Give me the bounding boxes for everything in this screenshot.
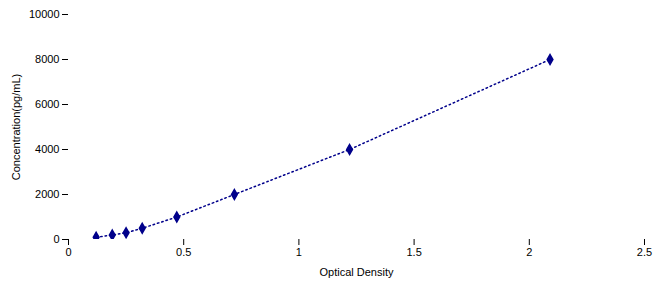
svg-text:Optical Density: Optical Density	[320, 266, 394, 278]
svg-text:8000: 8000	[35, 53, 59, 65]
svg-text:0: 0	[65, 246, 71, 258]
svg-text:2000: 2000	[35, 188, 59, 200]
svg-text:6000: 6000	[35, 98, 59, 110]
svg-text:2: 2	[526, 246, 532, 258]
svg-text:Concentration(pg/mL): Concentration(pg/mL)	[10, 74, 22, 180]
svg-text:2.5: 2.5	[637, 246, 652, 258]
svg-text:0.5: 0.5	[176, 246, 191, 258]
svg-text:10000: 10000	[29, 8, 60, 20]
svg-text:1.5: 1.5	[406, 246, 421, 258]
svg-text:0: 0	[53, 233, 59, 245]
svg-text:4000: 4000	[35, 143, 59, 155]
svg-text:1: 1	[296, 246, 302, 258]
